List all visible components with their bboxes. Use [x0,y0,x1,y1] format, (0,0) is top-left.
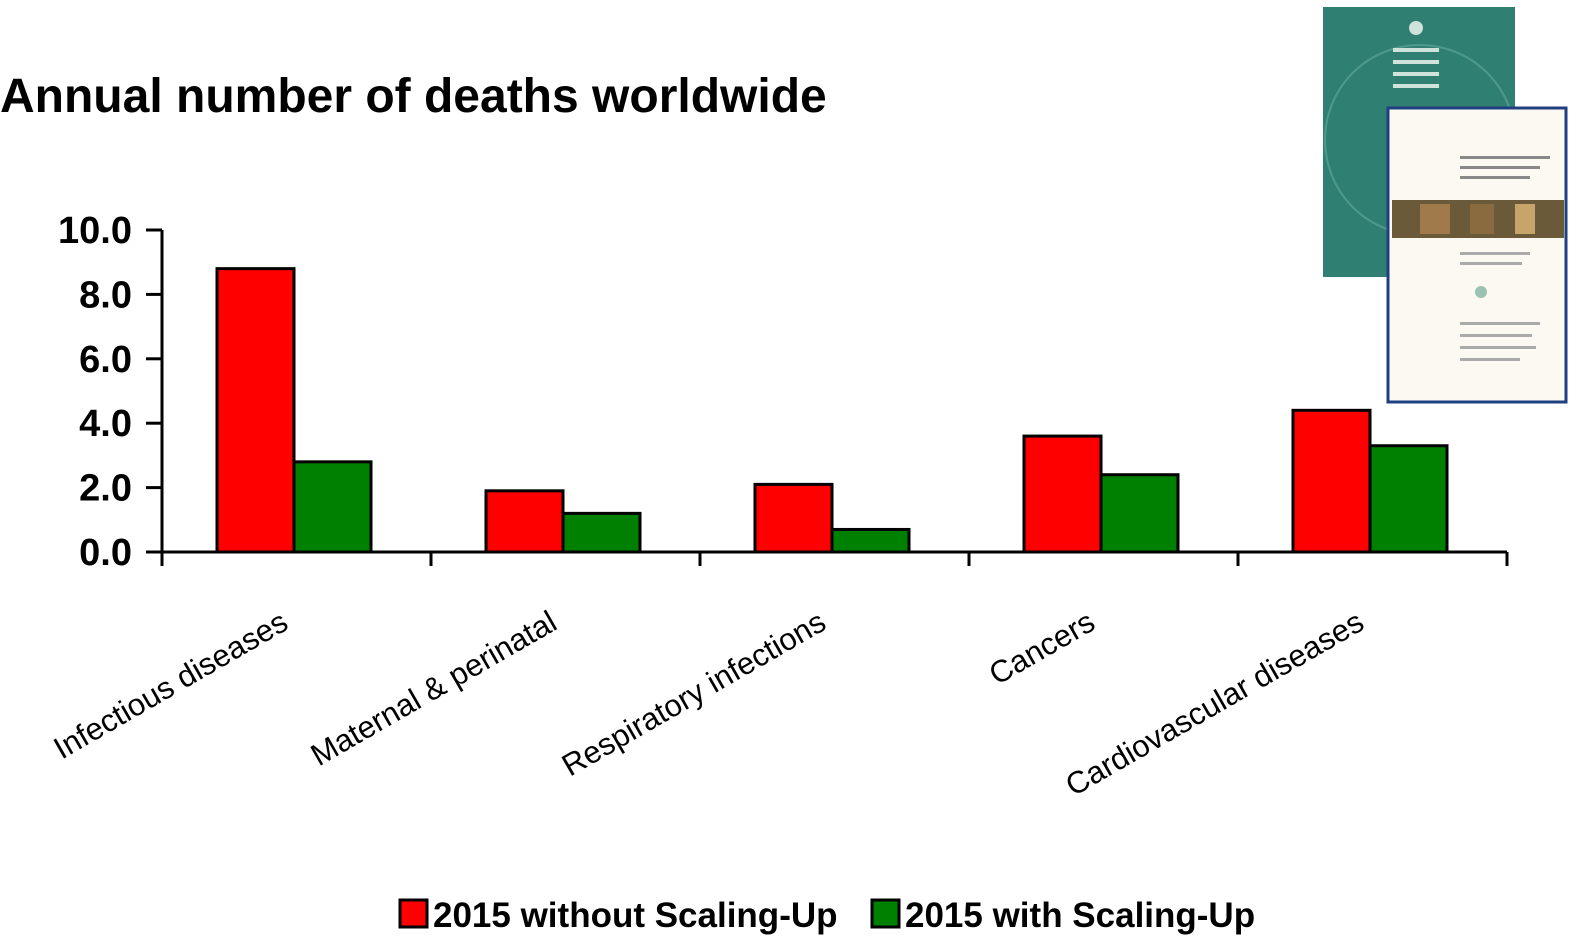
cover-text-lines [1460,262,1522,265]
chart-title: Annual number of deaths worldwide [0,70,827,123]
bars [215,267,1449,554]
bar-with-scaling-up [292,460,373,554]
cover-title-lines [1393,84,1439,88]
cover-title-lines [1393,60,1439,64]
y-tick-label: 4.0 [79,403,132,445]
bar-with-scaling-up [561,511,642,554]
bar-with-scaling-up [830,527,911,554]
cover-title-lines [1393,72,1439,76]
bar-without-scaling-up [1291,408,1372,554]
legend-swatch [870,898,901,929]
legend: 2015 without Scaling-Up 2015 with Scaling… [398,896,1255,935]
cover-text-lines [1460,322,1540,325]
y-tick-label: 0.0 [79,532,132,574]
legend-label: 2015 without Scaling-Up [433,896,838,935]
cover-emblem [1409,21,1423,35]
cover-text-lines [1460,156,1550,159]
cover-photo-strip-detail [1515,204,1535,234]
report-covers-image [1323,7,1568,404]
cover-title-lines [1393,48,1439,52]
cover-text-lines [1460,166,1540,169]
x-axis-labels: Infectious diseases Maternal & perinatalR… [48,604,1370,803]
y-tick-label: 10.0 [58,210,132,252]
cover-text-lines [1460,346,1536,349]
axes [160,230,1509,566]
x-tick-label: Cancers [983,604,1100,692]
x-tick-label: Maternal & perinatal [305,604,563,773]
cover-text-lines [1460,176,1530,179]
bar-without-scaling-up [484,489,565,554]
y-tick-label: 8.0 [79,274,132,316]
legend-swatch [398,898,429,929]
cover-text-lines [1460,252,1530,255]
bar-with-scaling-up [1099,473,1180,554]
cover-seal-icon [1475,286,1487,298]
y-tick-label: 6.0 [79,339,132,381]
bar-without-scaling-up [1022,434,1103,554]
y-axis-ticks: 0.0 2.0 4.0 6.0 8.0 10.0 [58,210,162,574]
x-tick-label: Cardiovascular diseases [1060,604,1370,803]
cover-photo-strip-detail [1420,204,1450,234]
x-tick-label: Infectious diseases [48,604,294,766]
bar-without-scaling-up [215,267,296,554]
cover-photo-strip-detail [1470,204,1494,234]
x-tick-label: Respiratory infections [556,604,832,783]
legend-label: 2015 with Scaling-Up [905,896,1255,935]
cover-text-lines [1460,358,1520,361]
bar-without-scaling-up [753,482,834,554]
cover-text-lines [1460,334,1532,337]
y-tick-label: 2.0 [79,468,132,510]
bar-with-scaling-up [1368,444,1449,554]
